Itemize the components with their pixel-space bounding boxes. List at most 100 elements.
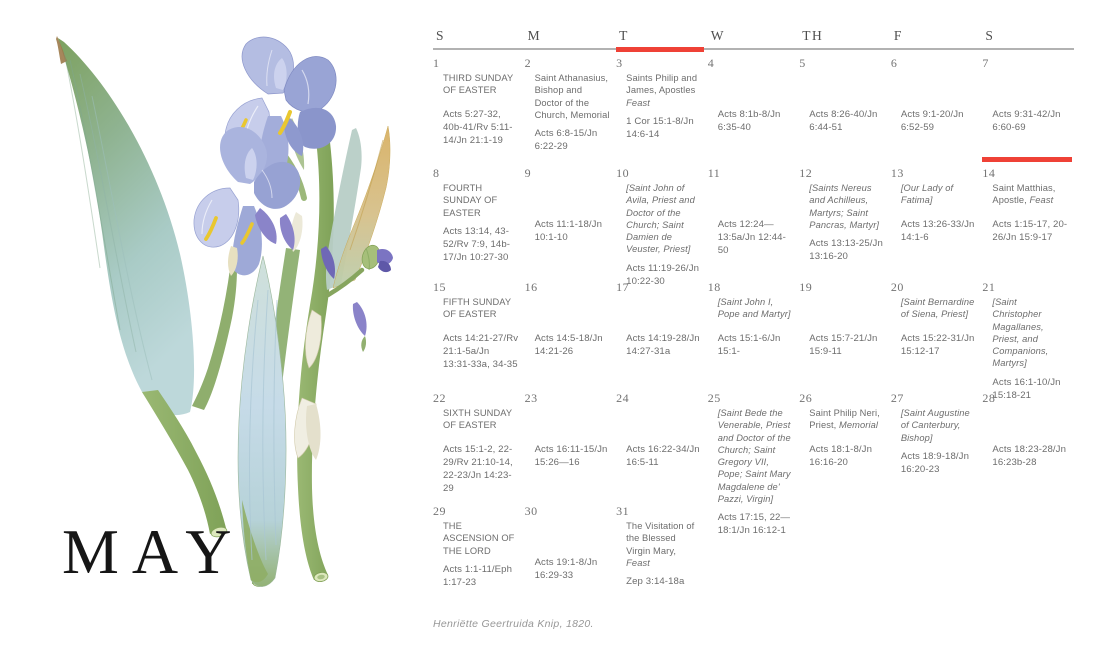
day-reading: Acts 16:11-15/Jn 15:26—16	[534, 444, 608, 468]
artwork-credit: Henriëtte Geertruida Knip, 1820.	[433, 618, 594, 630]
day-cell-6: 6 Acts 9:1-20/Jn 6:52-59	[891, 52, 983, 162]
weekday-header-0: S	[436, 28, 446, 43]
day-reading: Acts 9:31-42/Jn 6:60-69	[992, 109, 1061, 133]
day-cell-5: 5 Acts 8:26-40/Jn 6:44-51	[799, 52, 891, 162]
day-reading: Acts 15:22-31/Jn 15:12-17	[900, 333, 975, 357]
day-title: [Saint Augustine of Canterbury, Bishop]	[900, 408, 970, 443]
day-title: [Saint Bernardine of Siena, Priest]	[900, 297, 975, 320]
day-number: 29	[433, 504, 446, 518]
day-cell-4: 4 Acts 8:1b-8/Jn 6:35-40	[708, 52, 800, 162]
day-number: 13	[890, 166, 904, 180]
day-number: 17	[616, 280, 630, 294]
day-title: Saint Philip Neri, Priest, Memorial	[809, 408, 880, 431]
day-reading: Acts 18:9-18/Jn 16:20-23	[900, 450, 970, 475]
day-cell-28: 28 Acts 18:23-28/Jn 16:23b-28	[982, 387, 1074, 500]
day-title	[992, 407, 1068, 437]
day-title: [Saint Christopher Magallanes, Priest, a…	[992, 297, 1049, 369]
day-title: [Saint Bede the Venerable, Priest and Do…	[717, 408, 791, 505]
weekday-header-5: F	[893, 28, 903, 43]
day-title	[992, 72, 1068, 102]
day-cell-16: 16 Acts 14:5-18/Jn 14:21-26	[525, 276, 617, 387]
day-reading: Acts 6:8-15/Jn 6:22-29	[534, 128, 598, 153]
day-title: The Visitation of the Blessed Virgin Mar…	[626, 521, 695, 568]
day-title: THIRD SUNDAY OF EASTER	[443, 73, 514, 96]
day-reading: Acts 15:7-21/Jn 15:9-11	[809, 333, 878, 357]
day-number: 28	[982, 391, 996, 405]
day-number: 26	[799, 391, 813, 405]
day-number: 24	[616, 391, 630, 405]
day-reading: Acts 17:15, 22—18:1/Jn 16:12-1	[717, 512, 791, 537]
day-title: Saints Philip and James, Apostles Feast	[626, 73, 698, 108]
day-number: 4	[707, 56, 715, 70]
day-cell-10: 10 [Saint John of Avila, Priest and Docto…	[616, 162, 708, 287]
day-reading: 1 Cor 15:1-8/Jn 14:6-14	[626, 115, 694, 140]
day-title	[535, 182, 611, 212]
day-highlight-bar	[982, 157, 1072, 162]
day-cell-23: 23 Acts 16:11-15/Jn 15:26—16	[525, 387, 617, 500]
day-reading: Acts 8:1b-8/Jn 6:35-40	[717, 109, 781, 133]
day-title: [Saint John I, Pope and Martyr]	[717, 297, 791, 320]
day-number: 31	[616, 504, 630, 518]
day-number: 6	[890, 56, 898, 70]
weekday-header-6: S	[985, 28, 995, 43]
day-reading: Acts 19:1-8/Jn 16:29-33	[534, 557, 598, 581]
day-title: THE ASCENSION OF THE LORD	[443, 521, 515, 556]
day-number: 14	[982, 166, 996, 180]
day-reading: Acts 14:5-18/Jn 14:21-26	[534, 333, 603, 357]
day-number: 20	[890, 280, 904, 294]
day-reading: Acts 15:1-2, 22-29/Rv 21:10-14, 22-23/Jn…	[443, 444, 513, 494]
day-reading: Acts 12:24—13:5a/Jn 12:44-50	[717, 219, 786, 256]
day-number: 21	[982, 280, 996, 294]
day-cell-9: 9 Acts 11:1-18/Jn 10:1-10	[525, 162, 617, 276]
day-number: 19	[799, 280, 813, 294]
day-reading: Acts 1:15-17, 20-26/Jn 15:9-17	[992, 219, 1068, 243]
weekday-row: S M T W TH F S	[433, 24, 1074, 52]
day-cell-31: 31 The Visitation of the Blessed Virgin M…	[616, 500, 708, 620]
day-title	[535, 296, 611, 326]
weekday-header-1: M	[527, 28, 542, 43]
day-title: FIFTH SUNDAY OF EASTER	[443, 297, 512, 320]
day-number: 15	[433, 280, 446, 294]
day-cell-18: 18 [Saint John I, Pope and Martyr] Acts 15…	[708, 276, 800, 387]
day-title	[809, 296, 885, 326]
day-reading: Acts 9:1-20/Jn 6:52-59	[900, 109, 964, 133]
day-cell-3: 3 Saints Philip and James, Apostles Feast…	[616, 52, 708, 162]
day-reading: Acts 11:19-26/Jn 10:22-30	[626, 262, 700, 287]
day-cell-13: 13 [Our Lady of Fatima] Acts 13:26-33/Jn 1…	[891, 162, 983, 276]
weekday-header-3: W	[710, 28, 725, 43]
day-reading: Acts 15:1-6/Jn 15:1-	[717, 333, 781, 357]
day-reading: Acts 16:22-34/Jn 16:5-11	[626, 444, 700, 468]
day-title: FOURTH SUNDAY OF EASTER	[443, 183, 498, 218]
day-title	[626, 296, 702, 326]
day-number: 16	[524, 280, 538, 294]
day-number: 25	[707, 391, 721, 405]
month-title: MAY	[62, 516, 245, 587]
day-cell-26: 26 Saint Philip Neri, Priest, Memorial Act…	[799, 387, 891, 500]
day-title: [Saint John of Avila, Priest and Doctor …	[626, 183, 695, 255]
day-number: 3	[616, 56, 623, 70]
day-cell-1: 1 THIRD SUNDAY OF EASTER Acts 5:27-32, 40b…	[433, 52, 525, 162]
day-title	[535, 520, 611, 550]
day-reading: Acts 13:14, 43-52/Rv 7:9, 14b-17/Jn 10:2…	[443, 225, 511, 263]
days-grid: 1 THIRD SUNDAY OF EASTER Acts 5:27-32, 40b…	[433, 52, 1074, 620]
calendar: S M T W TH F S 1 THIRD SUNDAY OF EASTER Acts 5:2…	[433, 24, 1074, 620]
day-number: 1	[433, 56, 440, 70]
day-reading: Acts 13:13-25/Jn 13:16-20	[809, 238, 883, 263]
day-title: Saint Athanasius, Bishop and Doctor of t…	[534, 73, 610, 120]
day-reading: Acts 1:1-11/Eph 1:17-23	[443, 563, 513, 588]
day-title: [Saints Nereus and Achilleus, Martyrs; S…	[809, 183, 880, 230]
day-number: 23	[524, 391, 538, 405]
day-title	[809, 72, 885, 102]
day-cell-14: 14 Saint Matthias, Apostle, Feast Acts 1:1…	[982, 157, 1074, 276]
day-number: 8	[433, 166, 440, 180]
day-cell-7: 7 Acts 9:31-42/Jn 6:60-69	[982, 52, 1074, 162]
day-number: 27	[890, 391, 904, 405]
day-cell-2: 2 Saint Athanasius, Bishop and Doctor of …	[525, 52, 617, 162]
day-reading: Acts 14:21-27/Rv 21:1-5a/Jn 13:31-33a, 3…	[443, 333, 519, 370]
day-cell-24: 24 Acts 16:22-34/Jn 16:5-11	[616, 387, 708, 500]
day-reading: Acts 8:26-40/Jn 6:44-51	[809, 109, 878, 133]
day-cell-11: 11 Acts 12:24—13:5a/Jn 12:44-50	[708, 162, 800, 276]
day-cell-30: 30 Acts 19:1-8/Jn 16:29-33	[525, 500, 617, 620]
day-reading: Acts 5:27-32, 40b-41/Rv 5:11-14/Jn 21:1-…	[443, 109, 513, 146]
